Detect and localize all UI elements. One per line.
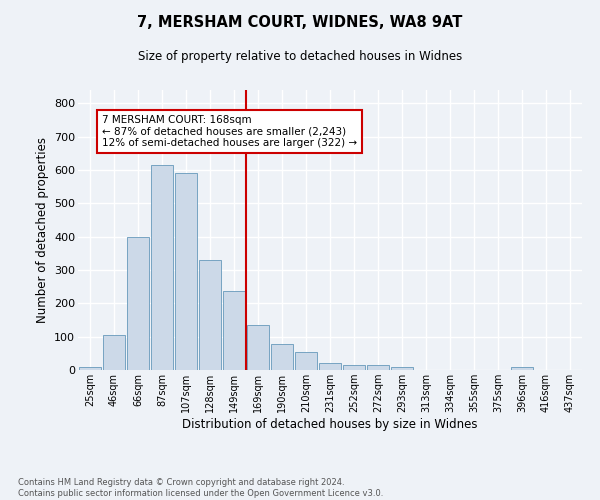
Text: Contains HM Land Registry data © Crown copyright and database right 2024.
Contai: Contains HM Land Registry data © Crown c…: [18, 478, 383, 498]
Bar: [271, 344, 293, 370]
Bar: [199, 260, 221, 370]
Bar: [151, 165, 173, 370]
Bar: [319, 362, 341, 370]
Y-axis label: Number of detached properties: Number of detached properties: [35, 137, 49, 323]
Bar: [79, 368, 101, 370]
Text: Size of property relative to detached houses in Widnes: Size of property relative to detached ho…: [138, 50, 462, 63]
X-axis label: Distribution of detached houses by size in Widnes: Distribution of detached houses by size …: [182, 418, 478, 431]
Bar: [511, 368, 533, 370]
Bar: [247, 325, 269, 370]
Bar: [367, 364, 389, 370]
Bar: [343, 365, 365, 370]
Bar: [103, 334, 125, 370]
Bar: [127, 236, 149, 370]
Text: 7, MERSHAM COURT, WIDNES, WA8 9AT: 7, MERSHAM COURT, WIDNES, WA8 9AT: [137, 15, 463, 30]
Text: 7 MERSHAM COURT: 168sqm
← 87% of detached houses are smaller (2,243)
12% of semi: 7 MERSHAM COURT: 168sqm ← 87% of detache…: [102, 115, 357, 148]
Bar: [295, 352, 317, 370]
Bar: [223, 291, 245, 370]
Bar: [391, 368, 413, 370]
Bar: [175, 172, 197, 370]
